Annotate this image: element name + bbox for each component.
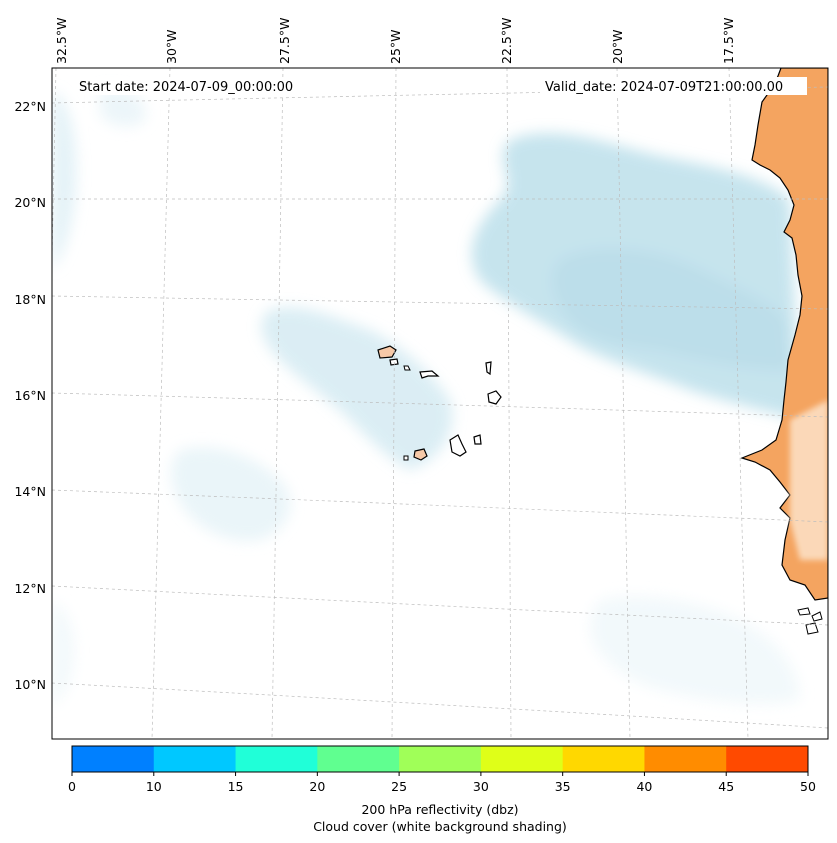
gridline-lat-10 — [52, 682, 828, 729]
island-brava — [403, 455, 409, 461]
gridline-lat-14 — [52, 489, 828, 523]
cloud-core-east — [552, 249, 790, 370]
lon-label-22.5w: 22.5°W — [499, 18, 514, 64]
gridline-lat-16 — [52, 392, 828, 418]
lat-label-12n: 12°N — [14, 581, 46, 596]
map-panel: Start date: 2024-07-09_00:00:00 Valid_da… — [52, 68, 828, 739]
colorbar-tick-label: 40 — [636, 779, 652, 794]
colorbar-sublabel: Cloud cover (white background shading) — [313, 819, 567, 834]
colorbar-swatch — [480, 746, 564, 772]
lon-label-27.5w: 27.5°W — [277, 18, 292, 64]
colorbar-swatch — [726, 746, 809, 772]
colorbar-frame — [71, 745, 809, 773]
island-boa-vista — [487, 390, 502, 405]
colorbar-tick-label: 15 — [228, 779, 244, 794]
gridline-lon-30 — [151, 68, 171, 739]
island-sal — [485, 361, 492, 376]
colorbar-label: 200 hPa reflectivity (dbz) — [361, 802, 518, 817]
colorbar-tick-label: 30 — [473, 779, 489, 794]
colorbar-swatch — [562, 746, 645, 772]
colorbar: 0 10 15 20 25 30 35 40 45 50 200 hPa reflectivity… — [68, 745, 816, 834]
longitude-labels: 32.5°W 30°W 27.5°W 25°W 22.5°W 20°W 17.5… — [54, 18, 736, 64]
island-bijagos-2 — [805, 622, 819, 635]
island-bijagos-3 — [811, 611, 823, 622]
colorbar-swatch — [153, 746, 237, 772]
lat-label-16n: 16°N — [14, 388, 46, 403]
colorbar-swatch — [235, 746, 318, 772]
gridline-lon-25 — [391, 68, 397, 739]
colorbar-swatches — [72, 746, 809, 772]
lat-label-14n: 14°N — [14, 484, 46, 499]
valid-date-box — [540, 77, 807, 95]
lon-label-30w: 30°W — [164, 29, 179, 64]
island-bijagos-1 — [797, 607, 811, 616]
island-maio — [473, 434, 482, 445]
island-sao-nicolau — [419, 370, 440, 379]
cloud-patch-southeast — [590, 596, 800, 705]
cloud-streak-west — [261, 307, 453, 470]
lon-label-32.5w: 32.5°W — [54, 18, 69, 64]
colorbar-ticks: 0 10 15 20 25 30 35 40 45 50 — [68, 772, 816, 794]
cloud-patch-southwest — [52, 600, 74, 705]
colorbar-tick-label: 45 — [718, 779, 734, 794]
island-santo-antao — [377, 345, 397, 359]
map-frame — [51, 67, 829, 740]
gridline-lat-18 — [52, 295, 828, 310]
gridline-lon-22.5 — [506, 68, 512, 739]
island-santa-luzia — [403, 365, 411, 371]
cloud-patch-north — [100, 89, 146, 127]
island-santiago — [449, 434, 467, 457]
colorbar-tick-label: 35 — [555, 779, 571, 794]
gridline-lon-17.5 — [728, 68, 749, 739]
latitude-labels: 22°N 20°N 18°N 16°N 14°N 12°N 10°N — [14, 99, 46, 692]
colorbar-tick-label: 25 — [391, 779, 407, 794]
lon-label-20w: 20°W — [610, 29, 625, 64]
colorbar-swatch — [644, 746, 727, 772]
colorbar-tick-label: 20 — [309, 779, 325, 794]
colorbar-tick-label: 50 — [800, 779, 816, 794]
cloud-patch-west-edge — [52, 90, 77, 270]
gridline-lat-22 — [52, 86, 828, 104]
start-date-box — [74, 77, 312, 95]
start-date-text: Start date: 2024-07-09_00:00:00 — [79, 80, 293, 95]
gridlines — [52, 68, 828, 739]
lat-label-10n: 10°N — [14, 677, 46, 692]
cape-verde-islands — [377, 345, 502, 461]
coastal-cloud-wash — [790, 400, 828, 560]
lat-label-20n: 20°N — [14, 195, 46, 210]
cloud-patch-south — [170, 447, 291, 541]
island-fogo — [413, 448, 428, 461]
lat-label-22n: 22°N — [14, 99, 46, 114]
gridline-lat-12 — [52, 585, 828, 626]
colorbar-swatch — [399, 746, 482, 772]
lat-label-18n: 18°N — [14, 292, 46, 307]
gridline-lon-20 — [616, 68, 631, 739]
lon-label-25w: 25°W — [388, 29, 403, 64]
lon-label-17.5w: 17.5°W — [721, 18, 736, 64]
gridline-lon-27.5 — [271, 68, 284, 739]
colorbar-swatch — [72, 746, 155, 772]
valid-date-text: Valid_date: 2024-07-09T21:00:00.00 — [545, 80, 783, 95]
colorbar-tick-label: 10 — [146, 779, 162, 794]
colorbar-tick-label: 0 — [68, 779, 76, 794]
colorbar-swatch — [317, 746, 400, 772]
cloud-cover-shading — [52, 89, 800, 705]
